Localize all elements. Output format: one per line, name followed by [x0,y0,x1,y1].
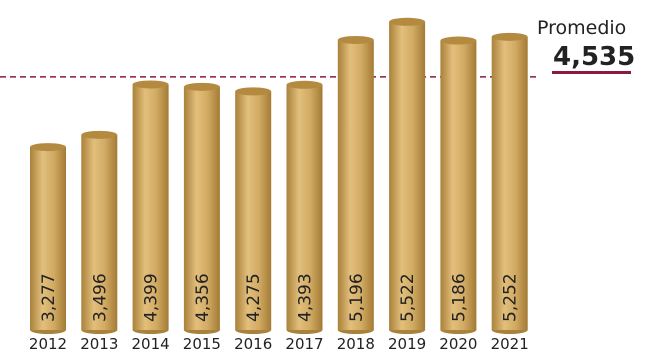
x-tick-label: 2020 [439,335,477,353]
bar-value-label: 4,399 [142,273,162,322]
x-tick-label: 2016 [234,335,272,353]
bar-2017 [286,80,323,334]
bar-value-label: 4,393 [296,273,316,322]
bars-group [30,17,528,334]
x-tick-label: 2012 [29,335,67,353]
bar-2013 [81,130,118,334]
bar-2018 [337,35,374,334]
x-tick-label: 2015 [183,335,221,353]
bar-value-label: 5,196 [347,273,367,322]
bar-2020 [440,36,477,334]
x-tick-label: 2017 [285,335,323,353]
x-tick-label: 2014 [132,335,170,353]
bar-value-label: 5,186 [449,273,469,322]
bar-value-label: 5,252 [501,273,521,322]
average-underline [552,71,631,74]
bar-2012 [30,143,66,334]
bar-2014 [132,80,169,334]
bar-value-label: 5,522 [398,273,418,322]
x-tick-label: 2013 [80,335,118,353]
average-value: 4,535 [553,42,636,72]
bar-value-label: 3,496 [90,273,110,322]
bar-2019 [389,17,426,334]
x-tick-labels-group: 2012 2013 2014 2015 2016 2017 2018 2019 2020 2021 [29,335,529,353]
bar-2015 [183,82,220,334]
value-labels-group: 3,277 3,496 4,399 4,356 4,275 4,393 5,196 5,522… [39,273,521,322]
bar-value-label: 3,277 [39,273,59,322]
average-label: Promedio [537,17,627,39]
bar-value-label: 4,356 [193,273,213,322]
bar-value-label: 4,275 [244,273,264,322]
bar-2016 [235,87,272,334]
x-tick-label: 2019 [388,335,426,353]
x-tick-label: 2018 [337,335,375,353]
x-tick-label: 2021 [491,335,529,353]
bar-2021 [491,32,528,334]
